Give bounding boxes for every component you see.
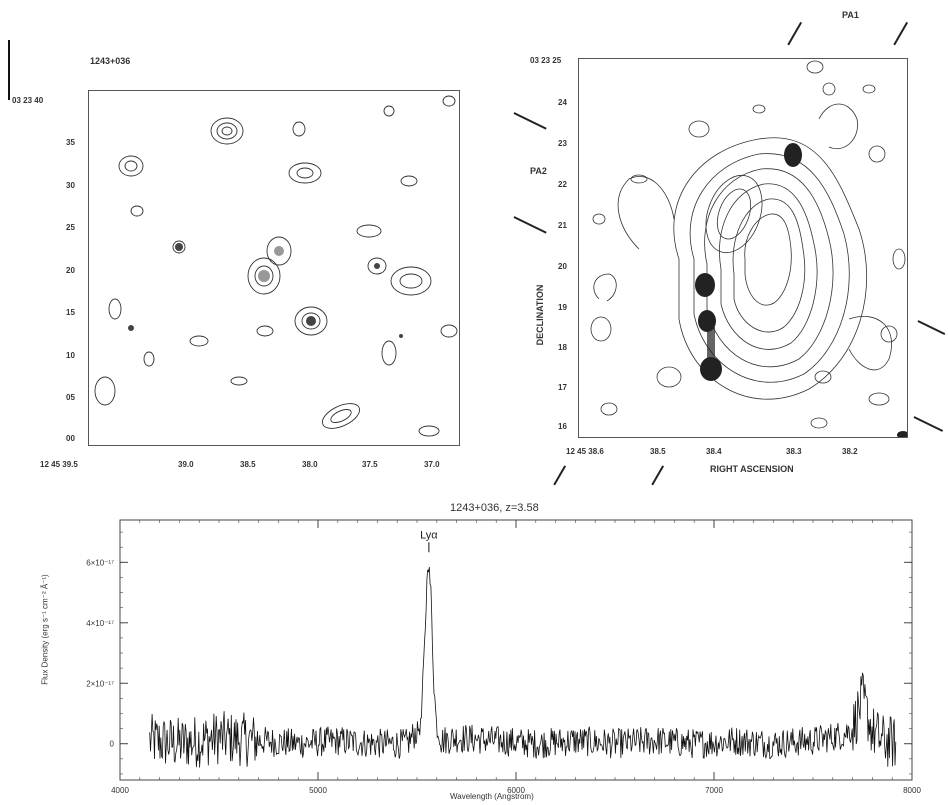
pa2-slit-line <box>913 416 944 432</box>
y-tick-label: 2×10⁻¹⁷ <box>86 679 114 688</box>
right-dec-tick: 20 <box>558 262 567 271</box>
contour-source <box>247 257 281 295</box>
right-ra-tick: 38.2 <box>842 447 858 456</box>
pa2-slit-line <box>513 216 547 234</box>
left-ra-tick: 37.5 <box>362 460 378 469</box>
right-dec-tick: 22 <box>558 180 567 189</box>
spectrum-title: 1243+036, z=3.58 <box>450 502 539 514</box>
left-ra-tick: 39.0 <box>178 460 194 469</box>
contour-source <box>172 240 186 254</box>
contour-source <box>118 155 144 177</box>
right-ra-tick: 38.4 <box>706 447 722 456</box>
left-dec-tick: 35 <box>66 138 75 147</box>
right-dec-tick: 21 <box>558 221 567 230</box>
left-panel-title: 1243+036 <box>90 56 131 66</box>
contour-source <box>367 257 387 275</box>
left-contour-map <box>88 90 460 446</box>
x-tick-label: 5000 <box>309 786 327 795</box>
left-ra-tick: 38.0 <box>302 460 318 469</box>
contour-source <box>294 306 328 336</box>
left-dec-tick: 03 23 40 <box>12 96 44 105</box>
y-tick-label: 0 <box>110 740 115 749</box>
right-ra-tick: 12 45 38.6 <box>566 447 604 456</box>
contour-source <box>266 236 292 266</box>
bright-knot <box>700 357 722 381</box>
bright-knot <box>784 143 802 167</box>
right-dec-tick: 18 <box>558 343 567 352</box>
spectrum-ylabel: Flux Density (erg s⁻¹ cm⁻² Å⁻¹) <box>40 574 50 685</box>
pa1-label: PA1 <box>842 10 859 20</box>
right-ra-tick: 38.3 <box>786 447 802 456</box>
emission-contour <box>673 137 867 400</box>
y-tick-label: 4×10⁻¹⁷ <box>86 619 114 628</box>
right-dec-tick: 19 <box>558 303 567 312</box>
right-dec-tick: 16 <box>558 422 567 431</box>
left-dec-tick: 15 <box>66 308 75 317</box>
right-contour-map <box>578 58 909 439</box>
bright-knot <box>698 310 716 332</box>
pa2-slit-line <box>513 112 547 130</box>
x-tick-label: 6000 <box>507 786 525 795</box>
pa1-slit-line <box>787 21 802 46</box>
right-dec-tick: 24 <box>558 98 567 107</box>
contour-source <box>321 403 361 429</box>
right-ylabel: DECLINATION <box>535 284 545 346</box>
pa1-slit-line <box>553 465 566 486</box>
left-ra-tick: 38.5 <box>240 460 256 469</box>
spectrum-figure: 1243+036, z=3.58 4000 5000 6000 7000 8000 0 2×… <box>0 490 948 805</box>
spectrum-chart: 4000 5000 6000 7000 8000 0 2×10⁻¹⁷ 4×10⁻¹⁷ 6×10⁻… <box>86 519 921 795</box>
right-dec-tick: 03 23 25 <box>530 56 562 65</box>
pa1-slit-line <box>893 21 908 46</box>
left-dec-tick: 05 <box>66 393 75 402</box>
x-tick-label: 7000 <box>705 786 723 795</box>
left-dec-tick: 25 <box>66 223 75 232</box>
bright-knot <box>695 273 715 297</box>
pa2-slit-line <box>917 320 946 335</box>
left-dec-tick: 00 <box>66 434 75 443</box>
x-tick-label: 8000 <box>903 786 921 795</box>
pa2-label: PA2 <box>530 166 547 176</box>
edge-mark <box>8 40 10 100</box>
left-ra-tick: 12 45 39.5 <box>40 460 78 469</box>
spectrum-line <box>149 566 897 768</box>
pa1-slit-line <box>651 465 664 486</box>
right-xlabel: RIGHT ASCENSION <box>710 464 794 474</box>
left-contour-plot <box>94 95 458 437</box>
contour-source <box>288 162 322 184</box>
y-tick-label: 6×10⁻¹⁷ <box>86 558 114 567</box>
right-contour-figure: PA1 PA2 <box>470 0 948 490</box>
contour-source <box>210 117 244 145</box>
left-ra-tick: 37.0 <box>424 460 440 469</box>
left-dec-tick: 20 <box>66 266 75 275</box>
spectrum-xlabel: Wavelength (Angstrom) <box>450 792 534 801</box>
left-dec-tick: 30 <box>66 181 75 190</box>
contour-source <box>390 266 432 296</box>
x-tick-label: 4000 <box>111 786 129 795</box>
right-dec-tick: 23 <box>558 139 567 148</box>
right-dec-tick: 17 <box>558 383 567 392</box>
left-contour-figure: 1243+036 <box>0 0 470 480</box>
lya-label: Lyα <box>420 529 438 541</box>
right-contour-plot <box>590 60 909 439</box>
left-dec-tick: 10 <box>66 351 75 360</box>
right-ra-tick: 38.5 <box>650 447 666 456</box>
